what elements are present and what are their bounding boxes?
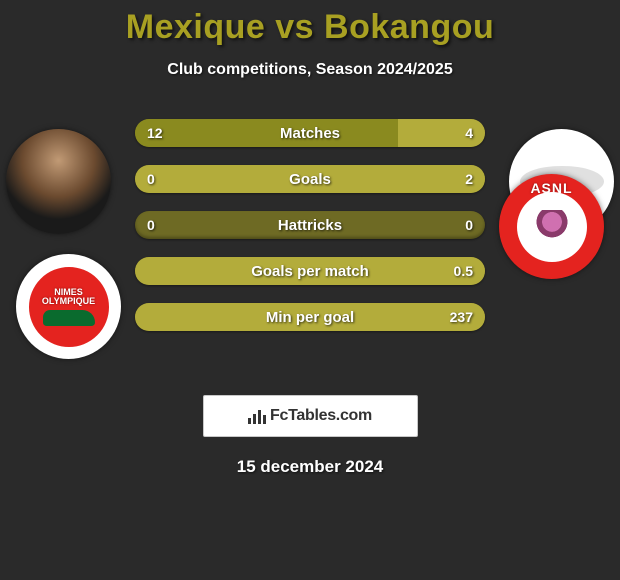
date-text: 15 december 2024 — [0, 457, 620, 477]
thistle-icon — [535, 210, 569, 244]
stat-bar-row: 124Matches — [135, 119, 485, 147]
stat-value-right: 2 — [465, 165, 473, 193]
stat-value-left: 0 — [147, 211, 155, 239]
player2-club-badge: ASNL — [499, 174, 604, 279]
brand-box: FcTables.com — [203, 395, 418, 437]
bar-chart-icon — [248, 408, 266, 424]
page-title: Mexique vs Bokangou — [0, 0, 620, 47]
stat-value-right: 237 — [450, 303, 473, 331]
stat-bar-row: 237Min per goal — [135, 303, 485, 331]
asnl-badge-inner — [517, 192, 587, 262]
stat-bar-row: 0.5Goals per match — [135, 257, 485, 285]
brand-text: FcTables.com — [270, 407, 372, 425]
stat-bars: 124Matches02Goals00Hattricks0.5Goals per… — [135, 119, 485, 349]
title-vs: vs — [275, 8, 314, 46]
stat-value-left: 0 — [147, 165, 155, 193]
stat-bar-right-fill — [135, 257, 485, 285]
stat-bar-row: 0 0Hattricks — [135, 211, 485, 239]
crocodile-icon — [43, 310, 95, 326]
subtitle: Club competitions, Season 2024/2025 — [0, 61, 620, 79]
stat-bar-right-fill — [135, 165, 485, 193]
stat-label: Hattricks — [135, 211, 485, 239]
comparison-area: NIMESOLYMPIQUE ASNL 124Matches02Goals00H… — [0, 119, 620, 379]
nimes-badge-text: NIMESOLYMPIQUE — [42, 288, 95, 306]
title-player1: Mexique — [126, 8, 266, 46]
stat-value-right: 0.5 — [454, 257, 473, 285]
stat-value-left: 12 — [147, 119, 163, 147]
player1-avatar — [6, 129, 111, 234]
stat-bar-right-fill — [135, 303, 485, 331]
stat-value-right: 4 — [465, 119, 473, 147]
stat-bar-row: 02Goals — [135, 165, 485, 193]
nimes-badge-inner: NIMESOLYMPIQUE — [25, 263, 113, 351]
stat-value-right: 0 — [465, 211, 473, 239]
stat-bar-left-fill — [135, 119, 398, 147]
title-player2: Bokangou — [324, 8, 494, 46]
player1-club-badge: NIMESOLYMPIQUE — [16, 254, 121, 359]
